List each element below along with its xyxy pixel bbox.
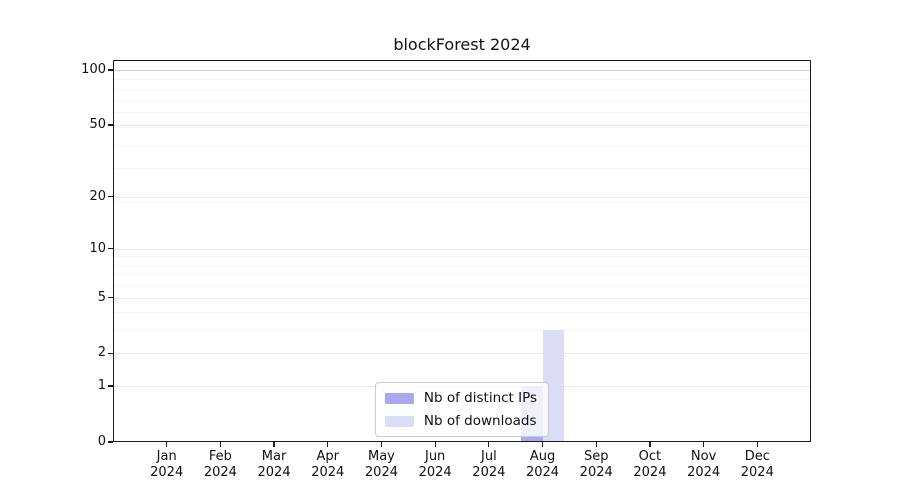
y-tick-label-100: 100 xyxy=(81,61,106,77)
x-tick-label-jun: Jun 2024 xyxy=(418,449,452,480)
y-tick-mark xyxy=(108,296,113,299)
x-tick-label-may: May 2024 xyxy=(364,449,398,480)
x-tick-mark xyxy=(649,442,651,447)
gridline-major xyxy=(113,353,811,355)
gridline-minor xyxy=(113,126,811,128)
x-tick-label-nov: Nov 2024 xyxy=(687,449,721,480)
x-tick-mark xyxy=(434,442,436,447)
gridline-major xyxy=(113,248,811,250)
y-tick-label-0: 0 xyxy=(97,434,106,449)
x-tick-mark xyxy=(327,442,329,447)
legend: Nb of distinct IPs Nb of downloads xyxy=(374,382,550,437)
legend-item-downloads: Nb of downloads xyxy=(384,413,537,429)
gridline-major xyxy=(113,297,811,299)
x-tick-label-apr: Apr 2024 xyxy=(311,449,345,480)
gridline-minor xyxy=(113,79,811,81)
y-tick-mark xyxy=(108,69,113,71)
y-tick-label-5: 5 xyxy=(97,289,106,305)
gridline-minor xyxy=(113,111,811,113)
legend-swatch-downloads xyxy=(384,415,414,427)
gridline-major xyxy=(113,125,811,127)
y-tick-label-20: 20 xyxy=(89,188,106,204)
x-tick-mark xyxy=(541,442,544,447)
gridline-minor xyxy=(113,167,811,169)
y-tick-label-1: 1 xyxy=(97,378,106,394)
gridline-minor xyxy=(113,264,811,266)
x-tick-mark xyxy=(595,442,597,447)
x-tick-label-feb: Feb 2024 xyxy=(203,449,237,480)
gridline-major xyxy=(113,69,811,71)
x-tick-mark xyxy=(219,442,222,447)
x-tick-label-jul: Jul 2024 xyxy=(472,449,506,480)
x-tick-mark xyxy=(273,442,275,447)
gridline-minor xyxy=(113,330,811,332)
x-tick-label-sep: Sep 2024 xyxy=(579,449,613,480)
y-tick-label-50: 50 xyxy=(89,117,106,133)
x-tick-mark xyxy=(380,442,383,447)
y-tick-mark xyxy=(108,385,113,387)
gridline-minor xyxy=(113,88,811,90)
x-tick-label-mar: Mar 2024 xyxy=(257,449,291,480)
legend-item-distinct-ips: Nb of distinct IPs xyxy=(384,390,538,406)
gridline-major xyxy=(113,196,811,198)
x-tick-mark xyxy=(756,442,758,447)
y-tick-mark xyxy=(108,248,113,250)
gridline-minor xyxy=(113,285,811,287)
y-tick-label-10: 10 xyxy=(89,240,106,256)
x-tick-label-jan: Jan 2024 xyxy=(150,449,184,480)
y-tick-mark xyxy=(108,124,113,126)
gridline-minor xyxy=(113,99,811,101)
x-tick-label-aug: Aug 2024 xyxy=(525,449,560,480)
y-tick-mark xyxy=(108,441,113,443)
gridline-minor xyxy=(113,144,811,146)
legend-label-downloads: Nb of downloads xyxy=(423,413,537,429)
legend-label-distinct-ips: Nb of distinct IPs xyxy=(423,390,538,406)
gridline-minor xyxy=(113,200,811,202)
gridline-minor xyxy=(113,256,811,258)
y-tick-mark xyxy=(108,195,113,198)
y-tick-mark xyxy=(108,352,113,355)
chart-title: blockForest 2024 xyxy=(393,35,531,54)
x-tick-mark xyxy=(488,442,490,447)
x-tick-label-oct: Oct 2024 xyxy=(633,449,667,480)
y-tick-label-2: 2 xyxy=(97,345,106,361)
legend-swatch-distinct-ips xyxy=(384,392,414,404)
x-tick-mark xyxy=(166,442,168,447)
gridline-minor xyxy=(113,274,811,276)
x-tick-label-dec: Dec 2024 xyxy=(740,449,774,480)
gridline-minor xyxy=(113,312,811,314)
x-tick-mark xyxy=(702,442,705,447)
